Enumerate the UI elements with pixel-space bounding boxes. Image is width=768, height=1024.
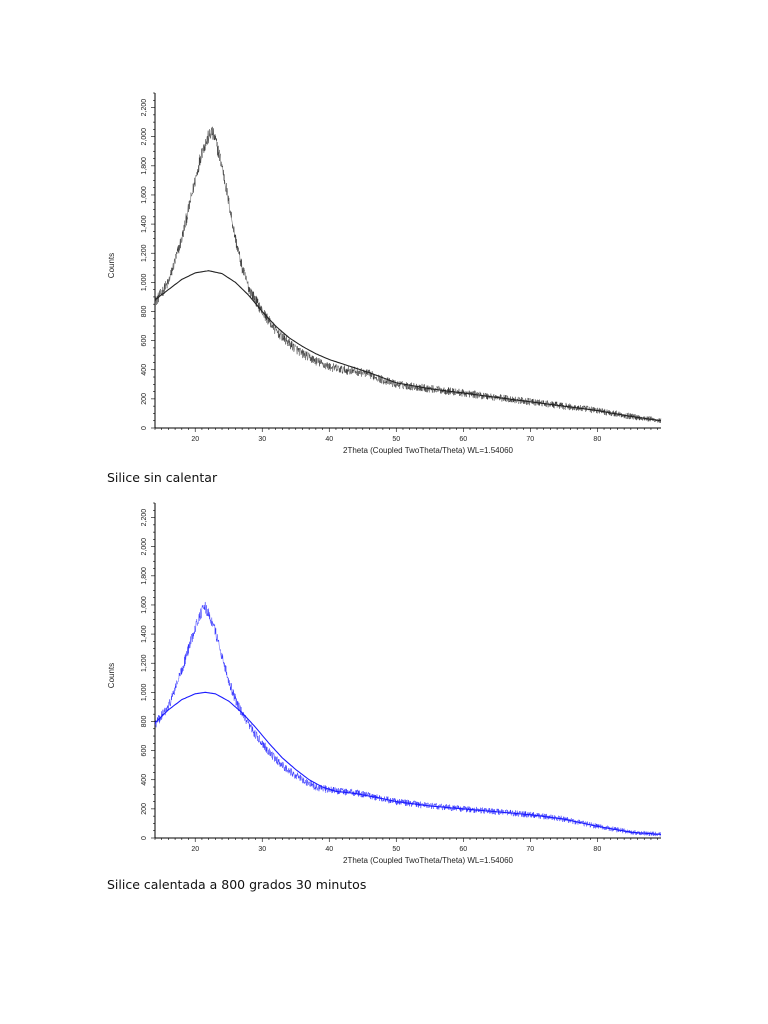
y-tick-label: 600 xyxy=(141,335,148,347)
raw-scan-series xyxy=(154,601,662,837)
x-axis-title: 2Theta (Coupled TwoTheta/Theta) WL=1.540… xyxy=(343,856,514,865)
y-tick-label: 1,000 xyxy=(141,273,148,291)
y-tick-label: 2,200 xyxy=(141,509,148,527)
x-tick-label: 50 xyxy=(392,846,400,853)
y-tick-label: 2,200 xyxy=(141,99,148,117)
y-tick-label: 2,000 xyxy=(141,538,148,556)
x-tick-label: 60 xyxy=(459,846,467,853)
y-tick-label: 1,200 xyxy=(141,244,148,262)
y-axis-title: Counts xyxy=(107,253,116,278)
x-tick-label: 20 xyxy=(191,846,199,853)
x-tick-label: 60 xyxy=(459,436,467,443)
y-tick-label: 0 xyxy=(141,426,148,430)
x-tick-label: 20 xyxy=(191,436,199,443)
x-tick-label: 80 xyxy=(593,846,601,853)
raw-scan-series xyxy=(154,126,662,424)
y-tick-label: 1,000 xyxy=(141,683,148,701)
x-tick-label: 70 xyxy=(526,436,534,443)
y-tick-label: 400 xyxy=(141,364,148,376)
x-tick-label: 70 xyxy=(526,846,534,853)
y-tick-label: 1,200 xyxy=(141,654,148,672)
x-tick-label: 40 xyxy=(325,846,333,853)
y-tick-label: 2,000 xyxy=(141,128,148,146)
x-tick-label: 30 xyxy=(258,436,266,443)
y-tick-label: 400 xyxy=(141,774,148,786)
xrd-chart-unheated: 0 200 400 600 800 1,000 1,200 1,400 1,600 1,800 2,… xyxy=(107,92,662,455)
y-tick-label: 1,400 xyxy=(141,625,148,643)
y-tick-label: 600 xyxy=(141,745,148,757)
caption-heated: Silice calentada a 800 grados 30 minutos xyxy=(107,877,367,892)
caption-unheated: Silice sin calentar xyxy=(107,470,218,485)
y-tick-label: 800 xyxy=(141,716,148,728)
y-tick-label: 0 xyxy=(141,836,148,840)
y-tick-label: 800 xyxy=(141,306,148,318)
background-series xyxy=(154,691,662,835)
x-tick-label: 30 xyxy=(258,846,266,853)
xrd-chart-heated: 0 200 400 600 800 1,000 1,200 1,400 1,600 1,800 2,… xyxy=(107,502,662,865)
background-series xyxy=(154,270,662,422)
y-tick-label: 200 xyxy=(141,803,148,815)
y-axis-title: Counts xyxy=(107,663,116,688)
y-tick-label: 1,600 xyxy=(141,186,148,204)
x-tick-label: 50 xyxy=(392,436,400,443)
x-axis-title: 2Theta (Coupled TwoTheta/Theta) WL=1.540… xyxy=(343,446,514,455)
y-tick-label: 200 xyxy=(141,393,148,405)
y-tick-label: 1,600 xyxy=(141,596,148,614)
y-tick-label: 1,800 xyxy=(141,157,148,175)
x-tick-label: 80 xyxy=(593,436,601,443)
y-tick-label: 1,800 xyxy=(141,567,148,585)
x-tick-label: 40 xyxy=(325,436,333,443)
y-tick-label: 1,400 xyxy=(141,215,148,233)
